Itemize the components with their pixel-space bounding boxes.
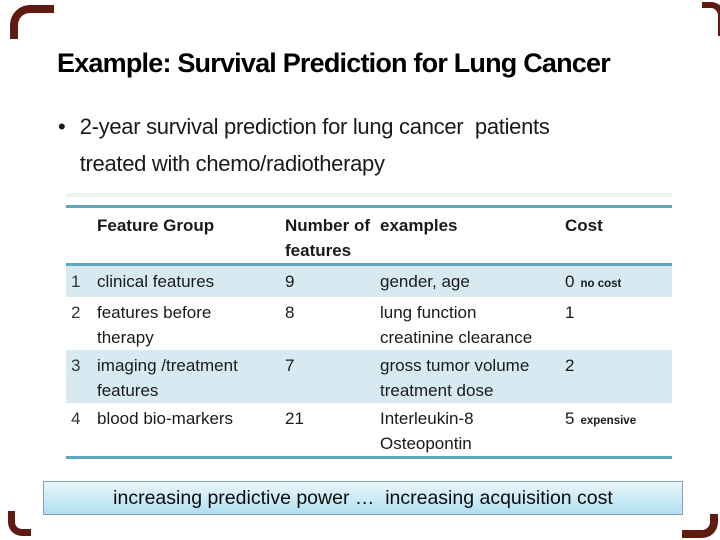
table-top-margin-strip <box>66 193 672 197</box>
cell-cost: 0 no cost <box>565 266 672 297</box>
cell-examples: gross tumor volume treatment dose <box>380 356 530 400</box>
feature-table: Feature Group Number of features example… <box>66 193 672 459</box>
table-rule-header <box>66 263 672 266</box>
table-row: 1 clinical features 9 gender, age 0 no co… <box>66 266 672 297</box>
bullet-text-line1: 2-year survival prediction for lung canc… <box>79 114 550 139</box>
cell-feature-group: imaging /treatment features <box>97 356 238 400</box>
bullet-marker-icon: • <box>58 114 66 139</box>
cell-number-of-features: 8 <box>285 303 295 322</box>
header-number-of-features: Number of features <box>285 216 370 260</box>
table-row: 2 features before therapy 8 lung functio… <box>66 297 672 350</box>
table-row: 3 imaging /treatment features 7 gross tu… <box>66 350 672 403</box>
header-examples: examples <box>380 216 458 235</box>
table-row: 4 blood bio-markers 21 Interleukin-8 Ost… <box>66 403 672 456</box>
cell-cost: 1 <box>565 297 672 350</box>
cost-value: 2 <box>565 356 575 375</box>
header-cost: Cost <box>565 216 603 235</box>
cost-value: 1 <box>565 303 575 322</box>
row-number: 1 <box>71 272 81 291</box>
corner-ornament-bottom-left-icon <box>8 511 31 536</box>
cell-cost: 2 <box>565 350 672 403</box>
row-number: 3 <box>71 356 81 375</box>
cell-examples: lung function creatinine clearance <box>380 303 533 347</box>
cell-feature-group: features before therapy <box>97 303 212 347</box>
cell-examples: Interleukin-8 Osteopontin <box>380 409 474 453</box>
bullet-item: • 2-year survival prediction for lung ca… <box>58 108 678 182</box>
cost-note: no cost <box>580 278 622 290</box>
cost-note: expensive <box>580 415 637 427</box>
cost-value: 5 <box>565 409 575 428</box>
cell-number-of-features: 9 <box>285 272 295 291</box>
slide-title: Example: Survival Prediction for Lung Ca… <box>57 48 611 78</box>
bullet-text-line2: treated with chemo/radiotherapy <box>79 151 385 176</box>
header-spacer <box>66 208 97 263</box>
corner-ornament-top-right-icon <box>702 2 720 36</box>
corner-ornament-bottom-right-icon <box>682 514 718 538</box>
summary-banner: increasing predictive power … increasing… <box>43 481 683 515</box>
row-number: 2 <box>71 303 81 322</box>
cell-feature-group: blood bio-markers <box>97 409 234 428</box>
table-header-row: Feature Group Number of features example… <box>66 208 672 263</box>
header-feature-group: Feature Group <box>97 216 215 235</box>
row-number: 4 <box>71 409 81 428</box>
table-rule-bottom <box>66 456 672 459</box>
cell-cost: 5 expensive <box>565 403 672 456</box>
cell-number-of-features: 7 <box>285 356 295 375</box>
table-rule-top <box>66 205 672 208</box>
cell-feature-group: clinical features <box>97 272 215 291</box>
cell-examples: gender, age <box>380 272 470 291</box>
corner-ornament-top-left-icon <box>10 5 54 39</box>
cost-value: 0 <box>565 272 575 291</box>
cell-number-of-features: 21 <box>285 409 304 428</box>
bullet-text: 2-year survival prediction for lung canc… <box>80 108 550 182</box>
summary-text: increasing predictive power … increasing… <box>113 486 613 509</box>
